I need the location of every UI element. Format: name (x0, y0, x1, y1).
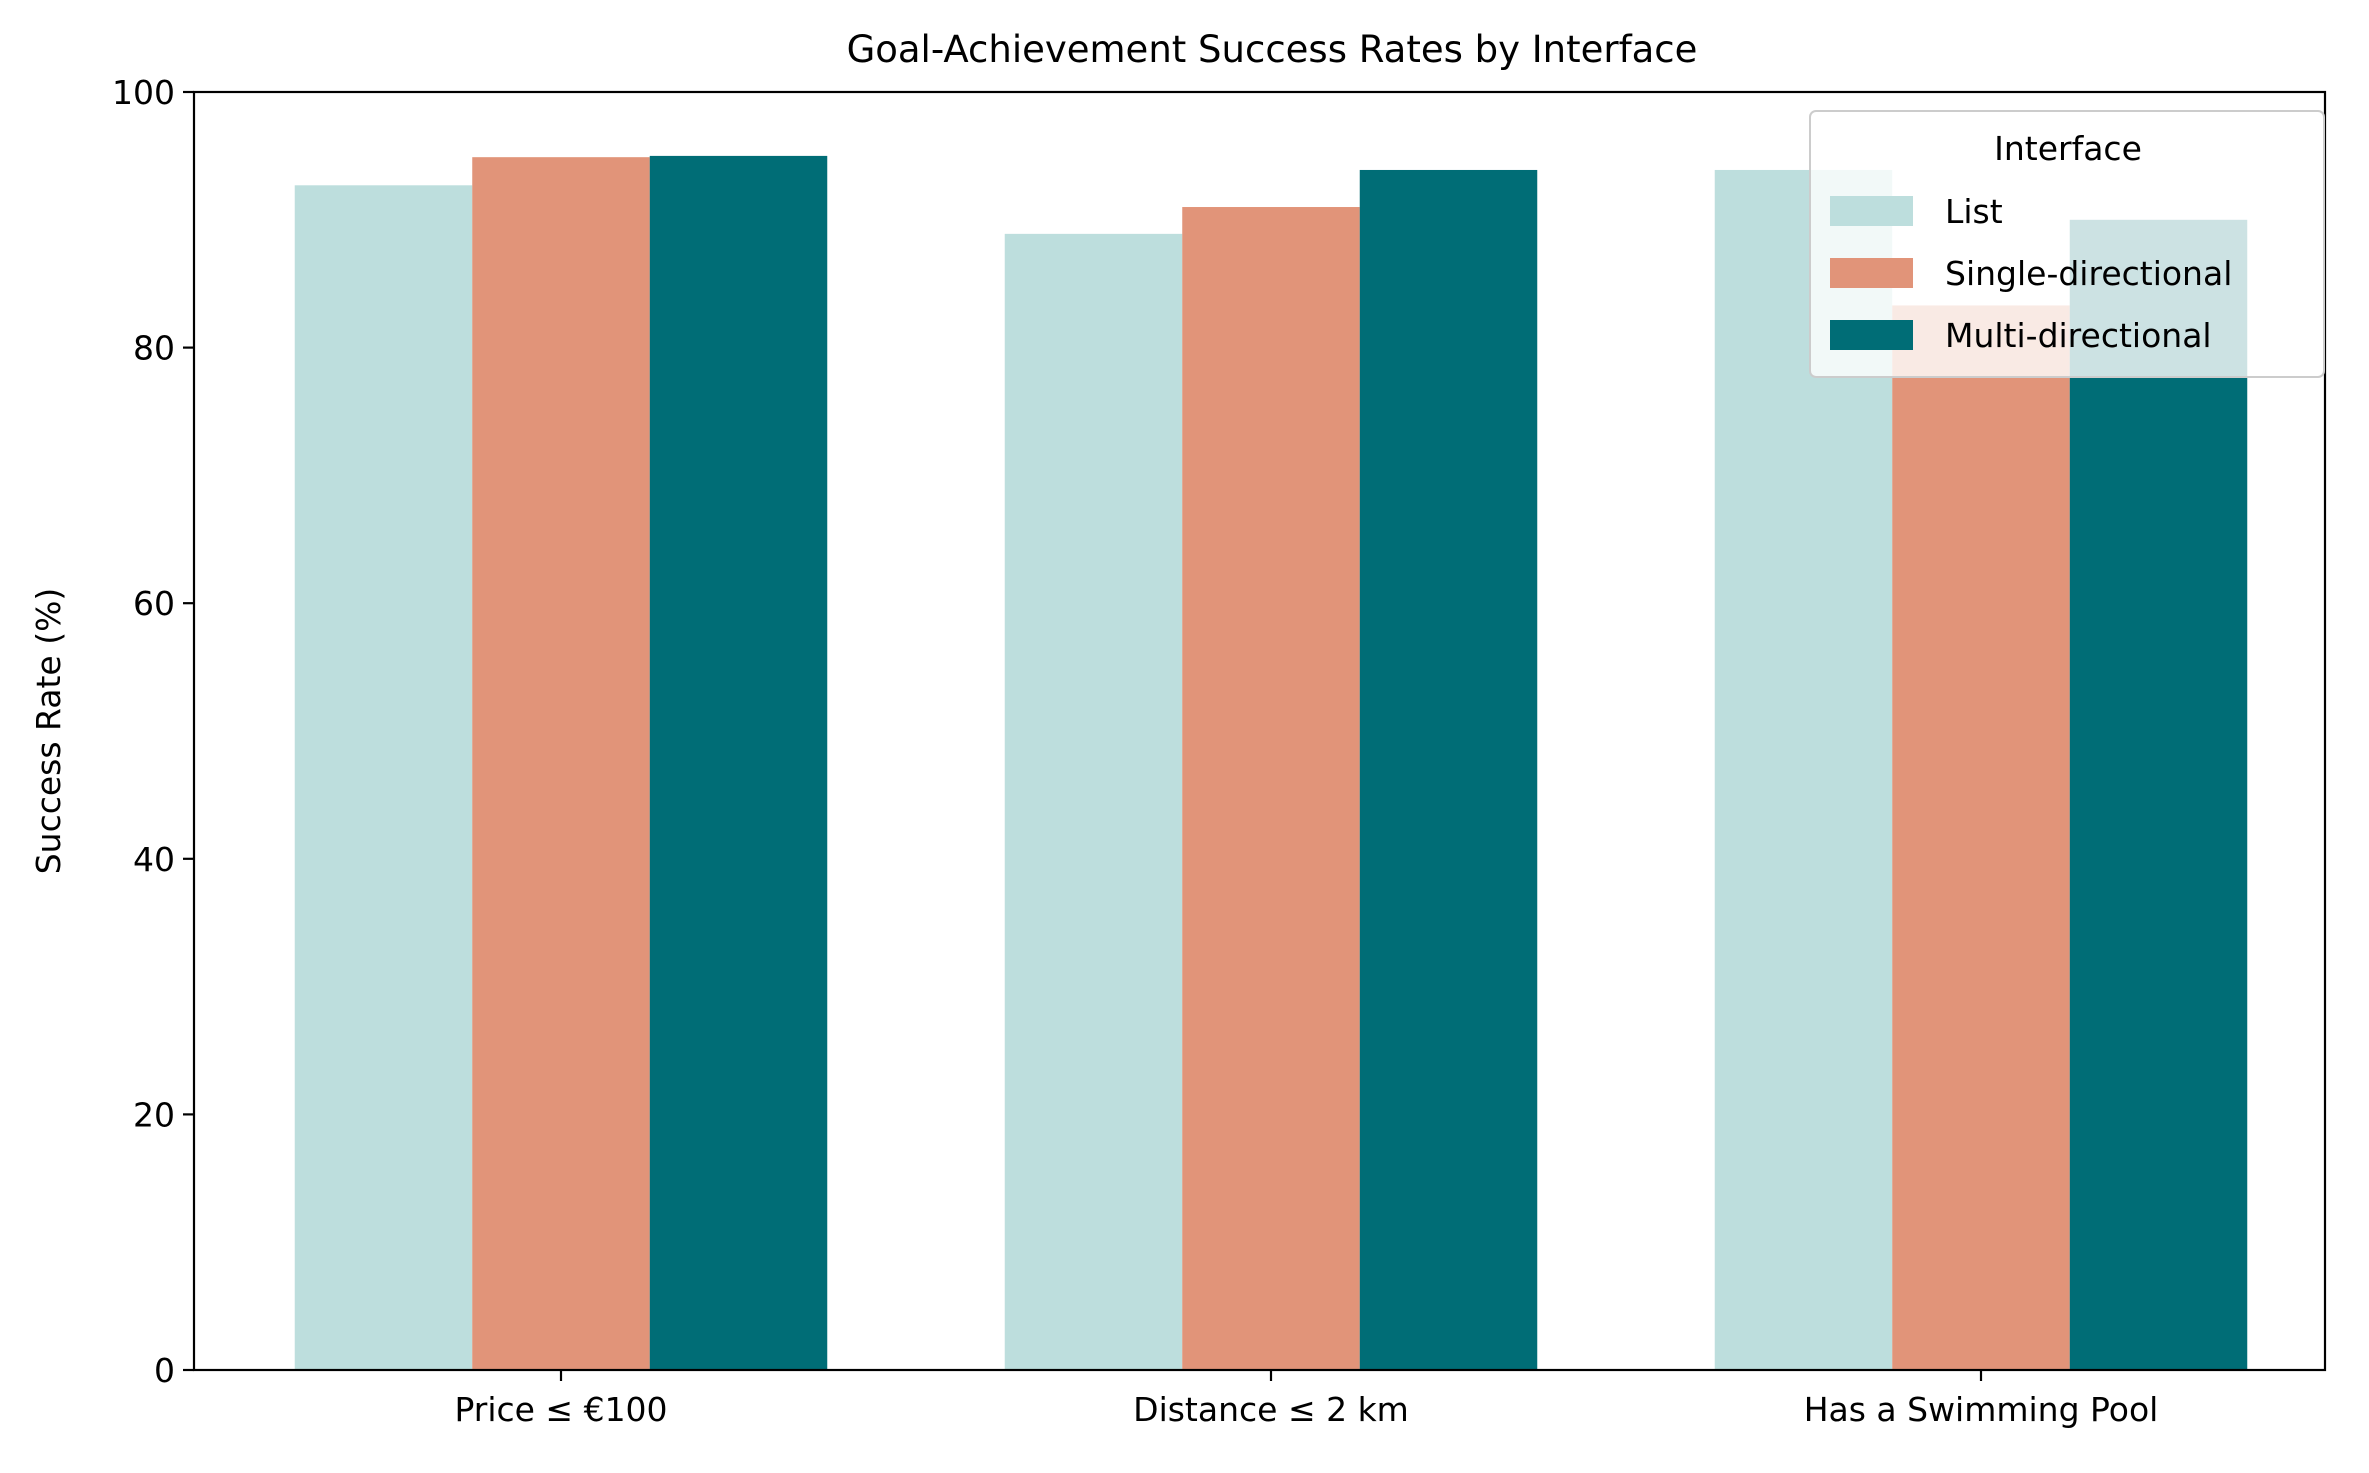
bar-single-directional-3 (1892, 305, 2070, 1371)
x-tick-label: Distance ≤ 2 km (1133, 1390, 1409, 1429)
axes-layer: 0 20 40 60 80 100 Price ≤ €100 Distance ≤ 2 km H… (112, 73, 2327, 1429)
legend-box (1809, 110, 2325, 378)
bar-single-directional-1 (472, 157, 650, 1371)
legend: Interface List Single-directional Multi-dir… (1809, 110, 2325, 378)
x-tick-label: Has a Swimming Pool (1804, 1390, 2159, 1429)
chart-title: Goal-Achievement Success Rates by Interf… (847, 28, 1698, 71)
legend-label: Multi-directional (1945, 316, 2212, 355)
y-tick-label: 60 (133, 584, 175, 623)
legend-swatch (1830, 258, 1913, 288)
bar-multi-directional-1 (649, 155, 828, 1370)
y-tick-label: 100 (112, 73, 175, 112)
legend-title: Interface (1994, 129, 2142, 168)
y-axis-label: Success Rate (%) (29, 588, 68, 875)
plot-frame (192, 90, 2327, 1372)
y-tick-label: 40 (133, 840, 175, 879)
legend-label: List (1945, 192, 2003, 231)
y-tick-label: 80 (133, 329, 175, 368)
bar-list-2 (1004, 233, 1183, 1371)
bar-multi-directional-2 (1359, 169, 1538, 1371)
legend-swatch (1830, 320, 1913, 350)
legend-swatch (1830, 196, 1913, 226)
legend-label: Single-directional (1945, 254, 2232, 293)
x-tick-label: Price ≤ €100 (454, 1390, 667, 1429)
bar-multi-directional-3 (2069, 219, 2248, 1370)
y-tick-label: 0 (154, 1351, 175, 1390)
y-tick-label: 20 (133, 1095, 175, 1134)
bars-layer (294, 155, 2248, 1371)
bar-list-1 (294, 185, 473, 1370)
bar-single-directional-2 (1182, 207, 1360, 1370)
